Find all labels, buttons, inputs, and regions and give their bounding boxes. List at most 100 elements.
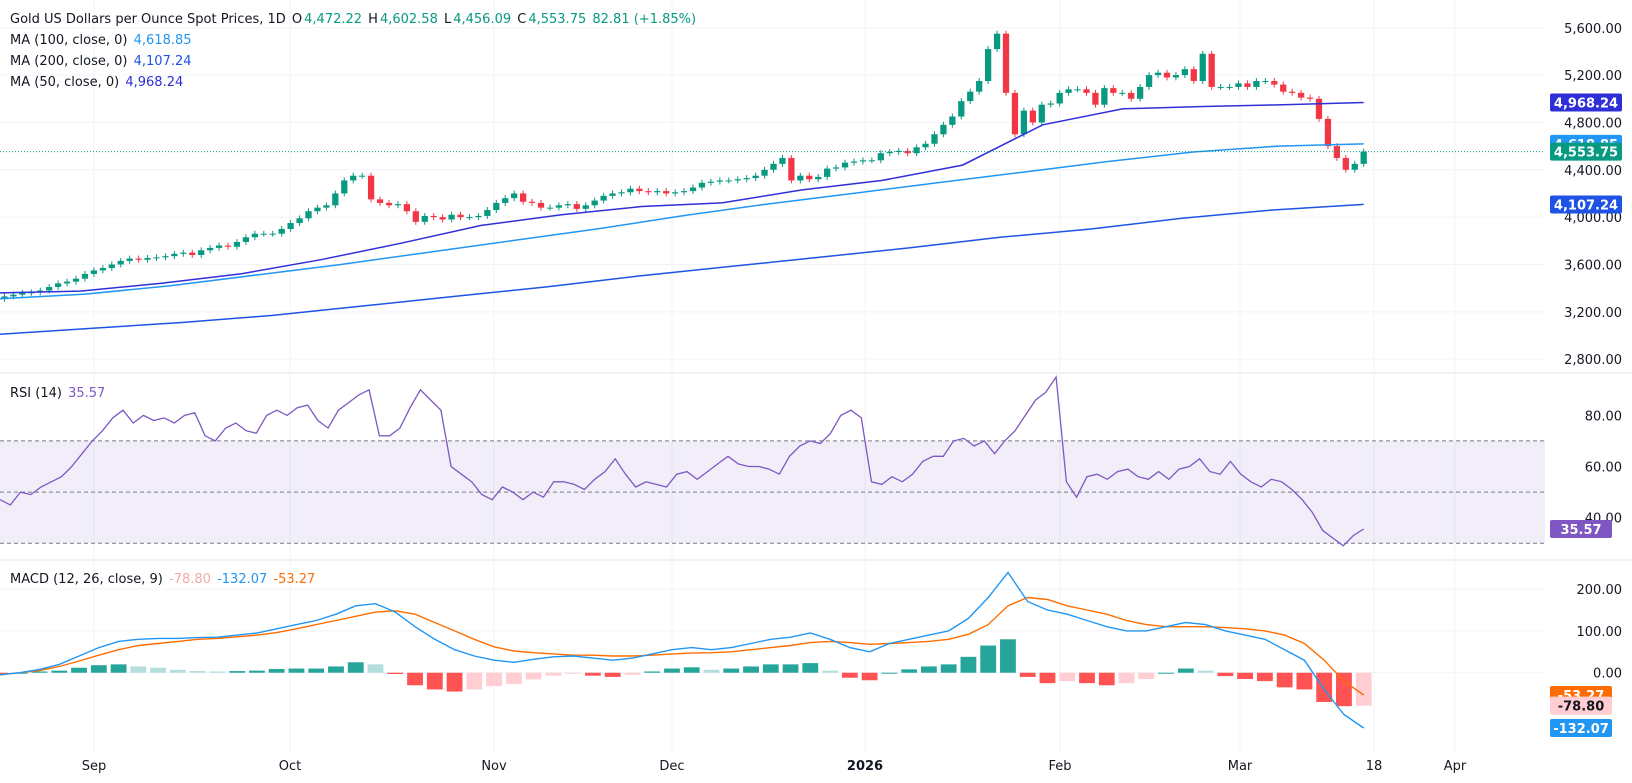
- macd-histogram-bar: [1158, 672, 1174, 674]
- candle-body: [189, 252, 196, 256]
- macd-histogram-bar: [466, 672, 483, 690]
- candle-body: [931, 134, 938, 144]
- candle-body: [761, 169, 768, 176]
- macd-histogram-bar: [940, 664, 957, 673]
- candle-body: [376, 199, 384, 203]
- candle-body: [162, 256, 169, 258]
- macd-histogram-bar: [71, 667, 87, 673]
- price-axis-tick: 5,600.00: [1564, 22, 1622, 37]
- candle-body: [287, 223, 294, 229]
- candle-body: [976, 81, 983, 92]
- x-tick-label: Mar: [1228, 759, 1253, 774]
- candle-body: [448, 214, 455, 220]
- macd-histogram-bar: [545, 672, 562, 676]
- ma200-line: [0, 203, 1364, 336]
- macd-axis-tick: 0.00: [1593, 667, 1622, 682]
- candle-body: [654, 191, 661, 193]
- candle-body: [305, 211, 312, 219]
- candle-body: [949, 116, 956, 125]
- rsi-value: 35.57: [68, 386, 106, 401]
- candle-body: [573, 204, 580, 209]
- candle-body: [555, 205, 563, 208]
- macd-histogram-bar: [565, 672, 582, 674]
- macd-histogram-bar: [1217, 672, 1234, 677]
- ma100-line: [0, 143, 1364, 300]
- ma50-legend[interactable]: MA (50, close, 0) 4,968.24: [10, 75, 185, 91]
- candle-body: [519, 193, 527, 202]
- ma100-value: 4,618.85: [133, 33, 192, 48]
- candle-body: [1333, 146, 1341, 158]
- candle-body: [1154, 72, 1162, 76]
- candle-body: [680, 191, 688, 193]
- candle-body: [63, 281, 71, 284]
- candle-body: [1280, 84, 1287, 92]
- candle-body: [993, 33, 1001, 50]
- price-axis-tick: 4,000.00: [1564, 211, 1622, 226]
- macd-histogram-bar: [387, 672, 404, 674]
- candle-body: [1235, 83, 1242, 87]
- macd-histogram-bar: [980, 645, 997, 673]
- last-price-label: 4,553.75: [1554, 146, 1618, 161]
- candle-body: [421, 215, 428, 222]
- candle-body: [1163, 72, 1171, 78]
- rsi-value-label: 35.57: [1560, 523, 1601, 538]
- candle-body: [716, 180, 723, 182]
- candle-body: [439, 217, 446, 220]
- candle-body: [1065, 89, 1072, 93]
- macd-histogram-bar: [1355, 672, 1372, 706]
- candle-body: [788, 157, 795, 181]
- macd-histogram-bar: [0, 672, 8, 674]
- macd-histogram-bar: [624, 672, 641, 675]
- candle-body: [1253, 81, 1260, 87]
- macd-histogram-bar: [762, 664, 779, 673]
- close-label: C: [517, 12, 527, 27]
- macd-histogram-bar: [367, 664, 384, 673]
- rsi-axis-tick: 80.00: [1585, 409, 1622, 424]
- candle-body: [1056, 92, 1063, 104]
- candle-body: [207, 247, 214, 251]
- macd-histogram-bar: [525, 672, 542, 680]
- macd-histogram-bar: [150, 667, 167, 673]
- candle-body: [242, 237, 250, 242]
- candle-body: [546, 207, 554, 209]
- candle-body: [171, 253, 178, 257]
- candle-body: [663, 191, 670, 194]
- rsi-legend[interactable]: RSI (14) 35.57: [10, 386, 107, 402]
- candle-body: [1110, 88, 1117, 93]
- macd-histogram-bar: [604, 672, 621, 677]
- candle-body: [341, 180, 348, 194]
- candle-body: [725, 180, 732, 182]
- candle-body: [815, 176, 822, 180]
- candle-body: [1199, 53, 1206, 82]
- candle-body: [1038, 104, 1045, 123]
- candle-body: [636, 188, 643, 192]
- ma100-legend[interactable]: MA (100, close, 0) 4,618.85: [10, 33, 194, 49]
- candle-body: [752, 175, 759, 179]
- macd-histogram-bar: [1059, 672, 1076, 682]
- macd-histogram-bar: [130, 666, 147, 673]
- x-tick-label: Sep: [82, 759, 107, 774]
- macd-legend[interactable]: MACD (12, 26, close, 9) -78.80 -132.07 -…: [10, 572, 317, 588]
- candle-body: [618, 192, 625, 194]
- candle-body: [698, 182, 706, 188]
- macd-histogram-bar: [407, 672, 423, 686]
- macd-histogram-bar: [723, 668, 740, 673]
- candle-body: [1, 296, 8, 299]
- candle-body: [484, 210, 491, 216]
- macd-histogram-bar: [920, 666, 937, 673]
- candle-body: [1092, 92, 1099, 105]
- candle-body: [260, 233, 267, 235]
- ma200-legend[interactable]: MA (200, close, 0) 4,107.24: [10, 54, 194, 70]
- candle-body: [1342, 157, 1349, 170]
- candle-body: [278, 228, 285, 234]
- candle-body: [913, 147, 920, 154]
- macd-histogram-bar: [169, 669, 186, 673]
- candle-body: [806, 175, 813, 180]
- price-axis-tick: 3,200.00: [1564, 306, 1622, 321]
- macd-histogram-bar: [328, 666, 344, 673]
- macd-histogram-bar: [585, 672, 601, 676]
- candle-body: [886, 152, 893, 154]
- macd-histogram-bar: [229, 671, 246, 673]
- macd-histogram-bar: [347, 662, 364, 673]
